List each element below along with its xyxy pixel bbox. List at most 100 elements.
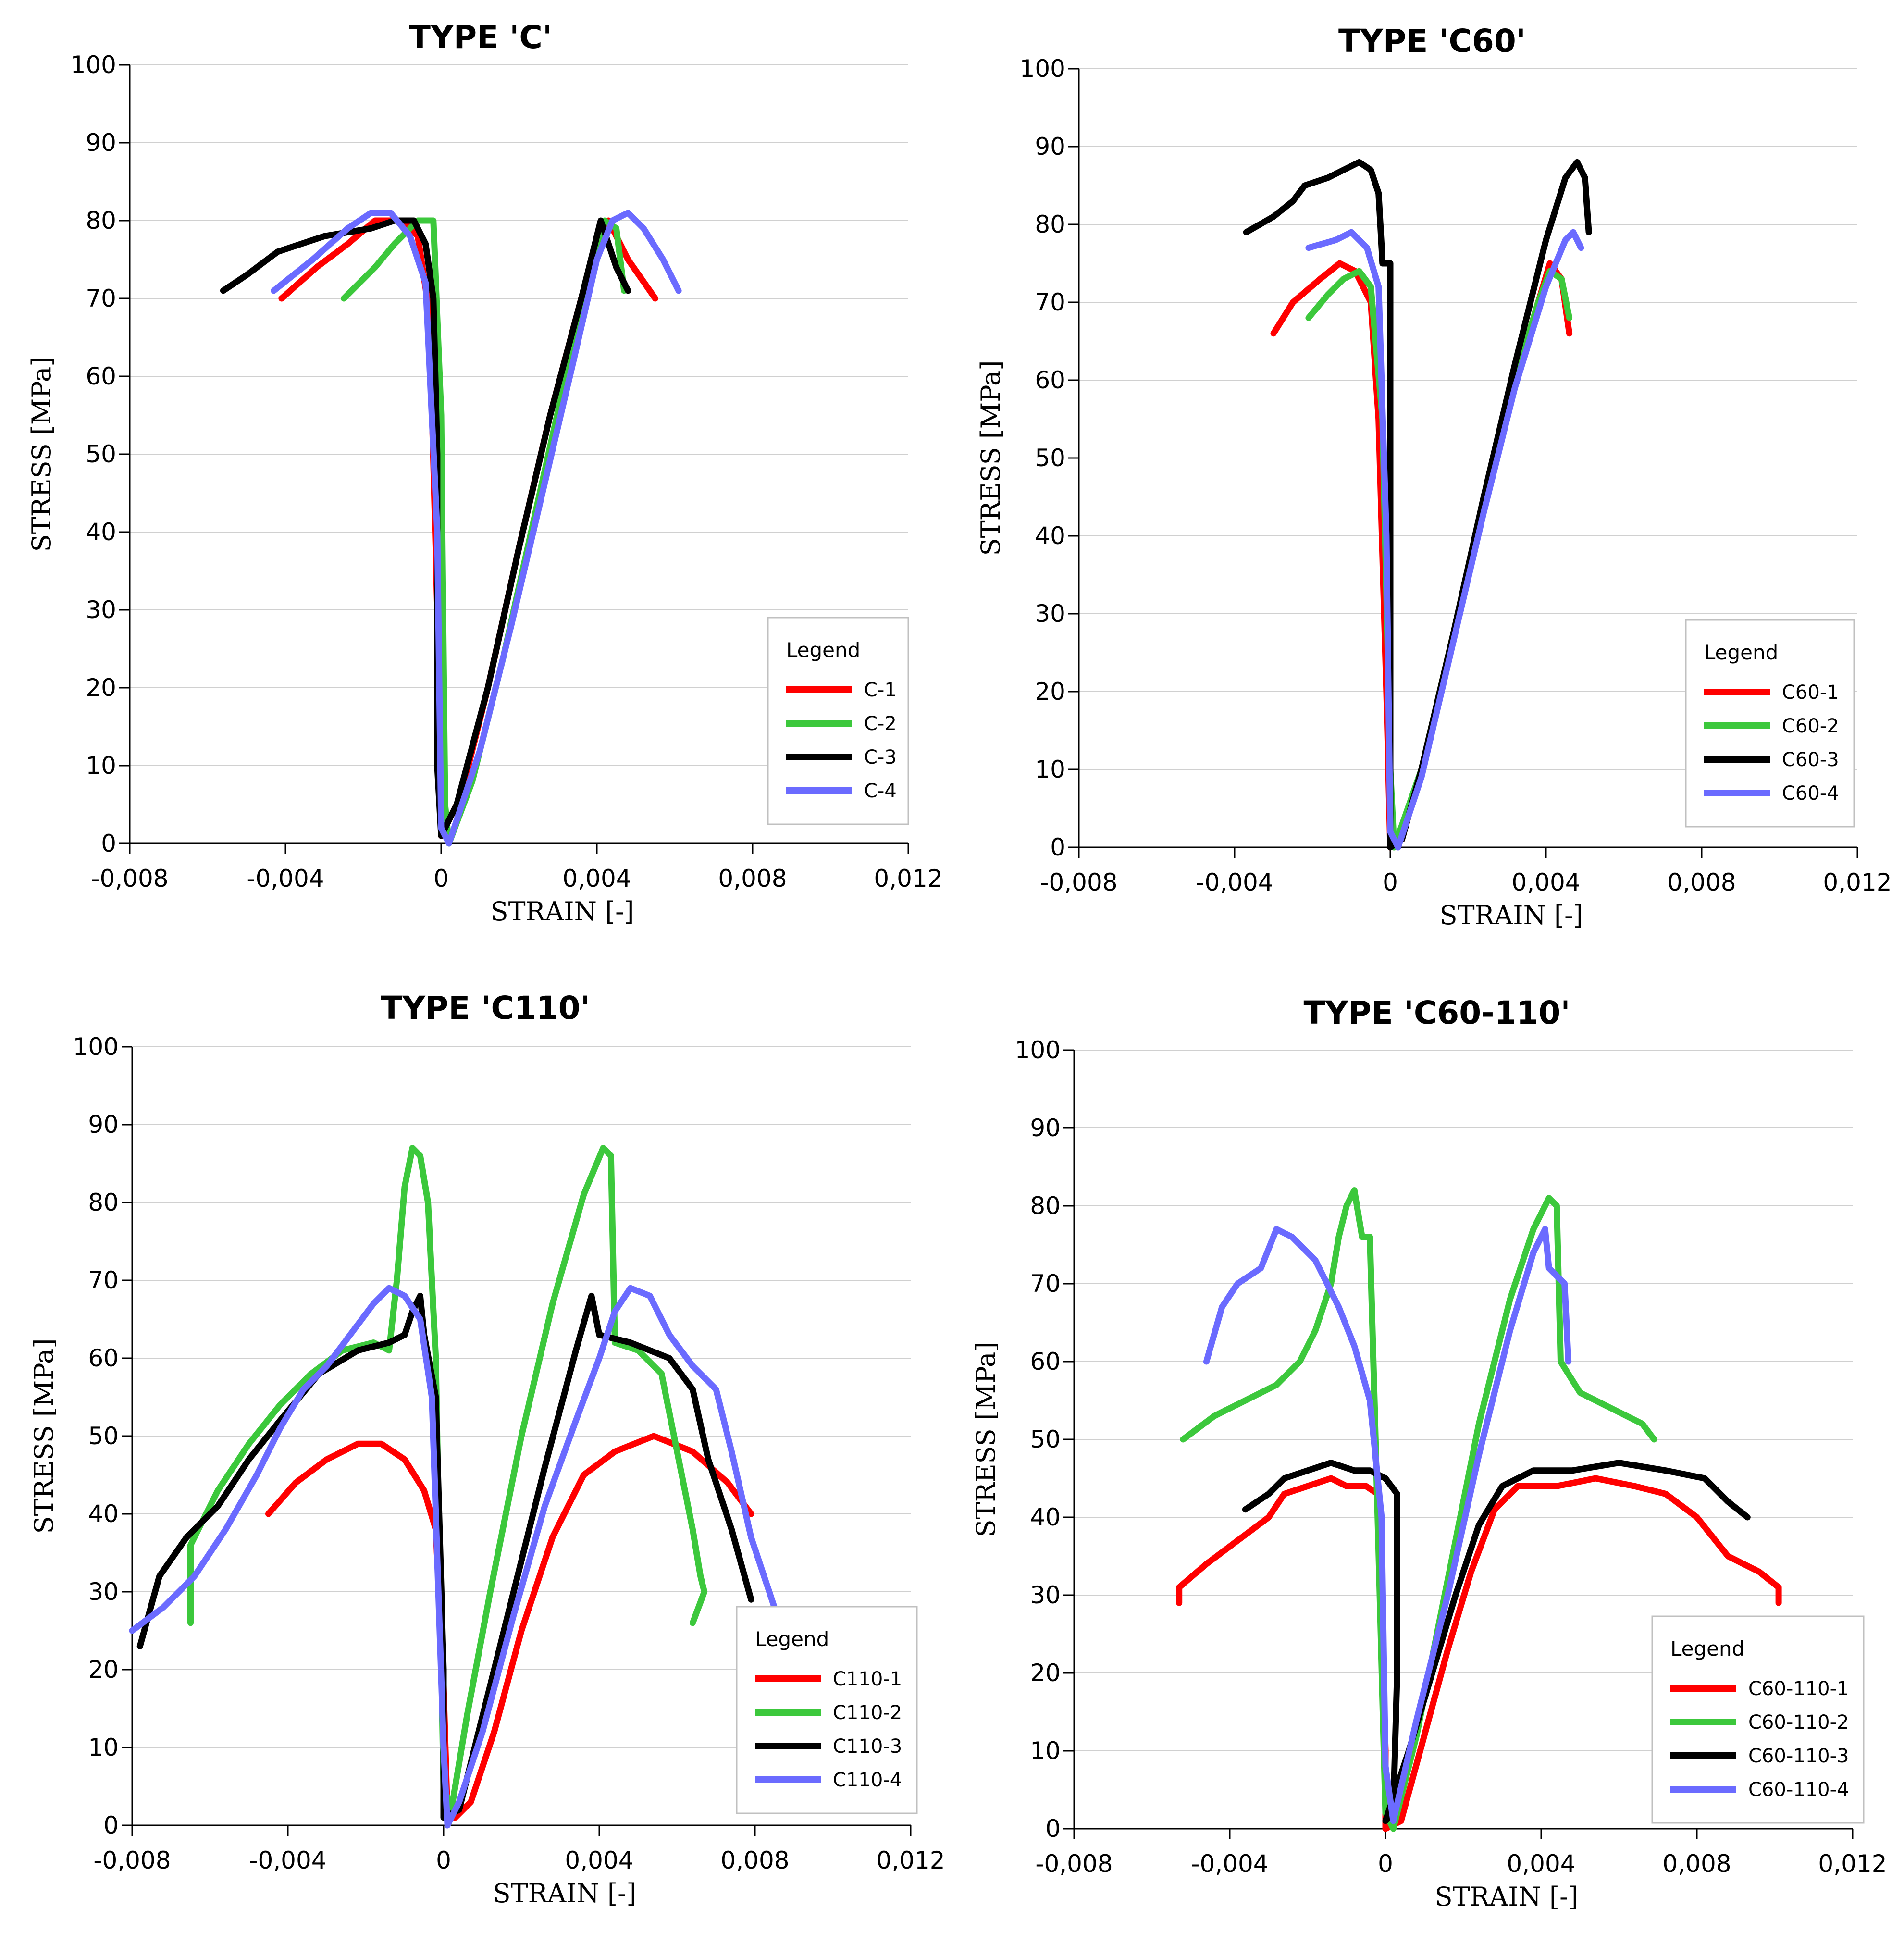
y-tick-label: 60	[1035, 366, 1065, 394]
x-tick-label: 0	[1383, 868, 1398, 896]
series-line-c110-1	[265, 1433, 754, 1821]
y-tick-label: 90	[88, 1111, 119, 1139]
x-axis-label: STRAIN [-]	[491, 896, 634, 927]
x-tick-label: -0,008	[1040, 868, 1117, 896]
series-line-c-1	[278, 217, 658, 839]
y-axis-label: STRESS [MPa]	[29, 1338, 59, 1534]
x-tick-label: -0,008	[93, 1846, 171, 1874]
y-tick-label: 0	[101, 830, 116, 857]
legend-title: Legend	[786, 638, 860, 662]
y-tick-label: 20	[1035, 678, 1065, 706]
y-tick-label: 50	[88, 1422, 119, 1450]
legend-entry-label: C60-2	[1782, 715, 1839, 737]
x-tick-label: -0,004	[247, 865, 324, 892]
legend-entry-label: C-2	[864, 713, 897, 735]
legend-entry-label: C110-1	[833, 1668, 902, 1690]
y-tick-label: 40	[1030, 1503, 1061, 1531]
x-tick-label: 0,008	[1667, 868, 1736, 896]
x-tick-label: -0,004	[249, 1846, 326, 1874]
y-tick-label: 100	[1015, 1036, 1061, 1064]
y-tick-label: 20	[1030, 1659, 1061, 1687]
y-tick-label: 90	[86, 129, 116, 157]
x-tick-label: -0,004	[1191, 1850, 1268, 1878]
legend-entry-label: C-3	[864, 746, 897, 768]
series-line-c60-4	[1305, 229, 1584, 851]
x-tick-label: 0,012	[1823, 868, 1892, 896]
y-tick-label: 30	[86, 596, 116, 624]
series-line-c110-2	[187, 1145, 708, 1813]
series-line-c-4	[271, 210, 682, 847]
y-axis-label: STRESS [MPa]	[26, 357, 57, 552]
chart-panel-type-c60-110: 0 10 20 30 40 50 60 70 80 90 100 -0,008 -0,004 0 0,004…	[971, 994, 1887, 1912]
chart-title: TYPE 'C60-110'	[1303, 994, 1570, 1031]
x-axis-label: STRAIN [-]	[1440, 900, 1583, 930]
y-tick-label: 100	[71, 51, 116, 79]
y-tick-label: 50	[86, 440, 116, 468]
y-tick-label: 10	[1030, 1737, 1061, 1765]
x-tick-label: 0	[1378, 1850, 1393, 1878]
series-line-c110-4	[129, 1285, 778, 1829]
x-tick-label: 0,012	[876, 1846, 945, 1874]
legend-title: Legend	[1670, 1637, 1744, 1660]
x-axis-label: STRAIN [-]	[1435, 1882, 1579, 1912]
chart-title: TYPE 'C60'	[1338, 23, 1526, 60]
y-tick-label: 10	[1035, 756, 1065, 783]
y-axis-label: STRESS [MPa]	[971, 1342, 1001, 1537]
series-line-c60-2	[1305, 268, 1573, 851]
y-tick-label: 40	[86, 518, 116, 546]
legend-entry-label: C60-3	[1782, 749, 1839, 771]
x-tick-label: 0,004	[562, 865, 631, 892]
x-axis-label: STRAIN [-]	[493, 1878, 637, 1908]
legend-entry-label: C60-110-4	[1748, 1779, 1849, 1801]
chart-panel-type-c110: 0 10 20 30 40 50 60 70 80 90 100 -0,008 -0,004 0 0,004…	[29, 990, 945, 1908]
y-tick-label: 0	[103, 1811, 119, 1839]
y-tick-label: 20	[86, 674, 116, 702]
y-tick-label: 90	[1035, 133, 1065, 161]
y-tick-label: 60	[86, 362, 116, 390]
chart-panel-type-c: 0 10 20 30 40 50 60 70 80 90 100 -0,008 -0,004 0 0,004…	[26, 19, 943, 927]
chart-title: TYPE 'C110'	[381, 990, 590, 1027]
legend-entry-label: C60-110-3	[1748, 1745, 1849, 1767]
y-tick-label: 30	[1035, 600, 1065, 628]
y-tick-label: 0	[1050, 833, 1065, 861]
x-tick-label: 0,004	[1507, 1850, 1575, 1878]
y-tick-label: 70	[86, 285, 116, 312]
y-tick-label: 80	[1035, 211, 1065, 238]
series-line-c60-3	[1243, 159, 1592, 851]
x-tick-label: -0,008	[91, 865, 168, 892]
legend-entry-label: C110-2	[833, 1702, 902, 1724]
series-line-c60-110-4	[1203, 1226, 1572, 1824]
y-tick-label: 80	[1030, 1192, 1061, 1220]
y-tick-label: 30	[88, 1578, 119, 1606]
y-tick-label: 40	[1035, 522, 1065, 550]
y-axis-label: STRESS [MPa]	[976, 360, 1006, 556]
y-tick-label: 70	[1035, 288, 1065, 316]
x-tick-label: 0,012	[1818, 1850, 1887, 1878]
legend-title: Legend	[755, 1627, 829, 1651]
legend-title: Legend	[1704, 641, 1778, 664]
y-tick-label: 70	[1030, 1270, 1061, 1298]
chart-title: TYPE 'C'	[409, 19, 552, 56]
legend-entry-label: C60-1	[1782, 681, 1839, 704]
legend-entry-label: C60-110-1	[1748, 1678, 1849, 1700]
x-tick-label: 0,012	[874, 865, 942, 892]
x-tick-label: 0	[436, 1846, 451, 1874]
series-line-c60-110-2	[1180, 1187, 1657, 1832]
legend-entry-label: C60-4	[1782, 782, 1839, 805]
series-line-c60-110-1	[1176, 1475, 1782, 1832]
legend-entry-label: C110-3	[833, 1735, 902, 1758]
y-tick-label: 20	[88, 1656, 119, 1684]
legend-entry-label: C60-110-2	[1748, 1711, 1849, 1734]
legend-entry-label: C110-4	[833, 1769, 902, 1791]
x-tick-label: 0,004	[1511, 868, 1580, 896]
x-tick-label: 0,008	[720, 1846, 789, 1874]
y-tick-label: 10	[86, 752, 116, 780]
y-tick-label: 10	[88, 1734, 119, 1761]
x-tick-label: 0,004	[565, 1846, 633, 1874]
y-tick-label: 100	[1020, 55, 1065, 83]
y-tick-label: 60	[1030, 1348, 1061, 1375]
x-tick-label: -0,008	[1035, 1850, 1113, 1878]
x-tick-label: 0,008	[1662, 1850, 1731, 1878]
y-tick-label: 80	[86, 207, 116, 235]
